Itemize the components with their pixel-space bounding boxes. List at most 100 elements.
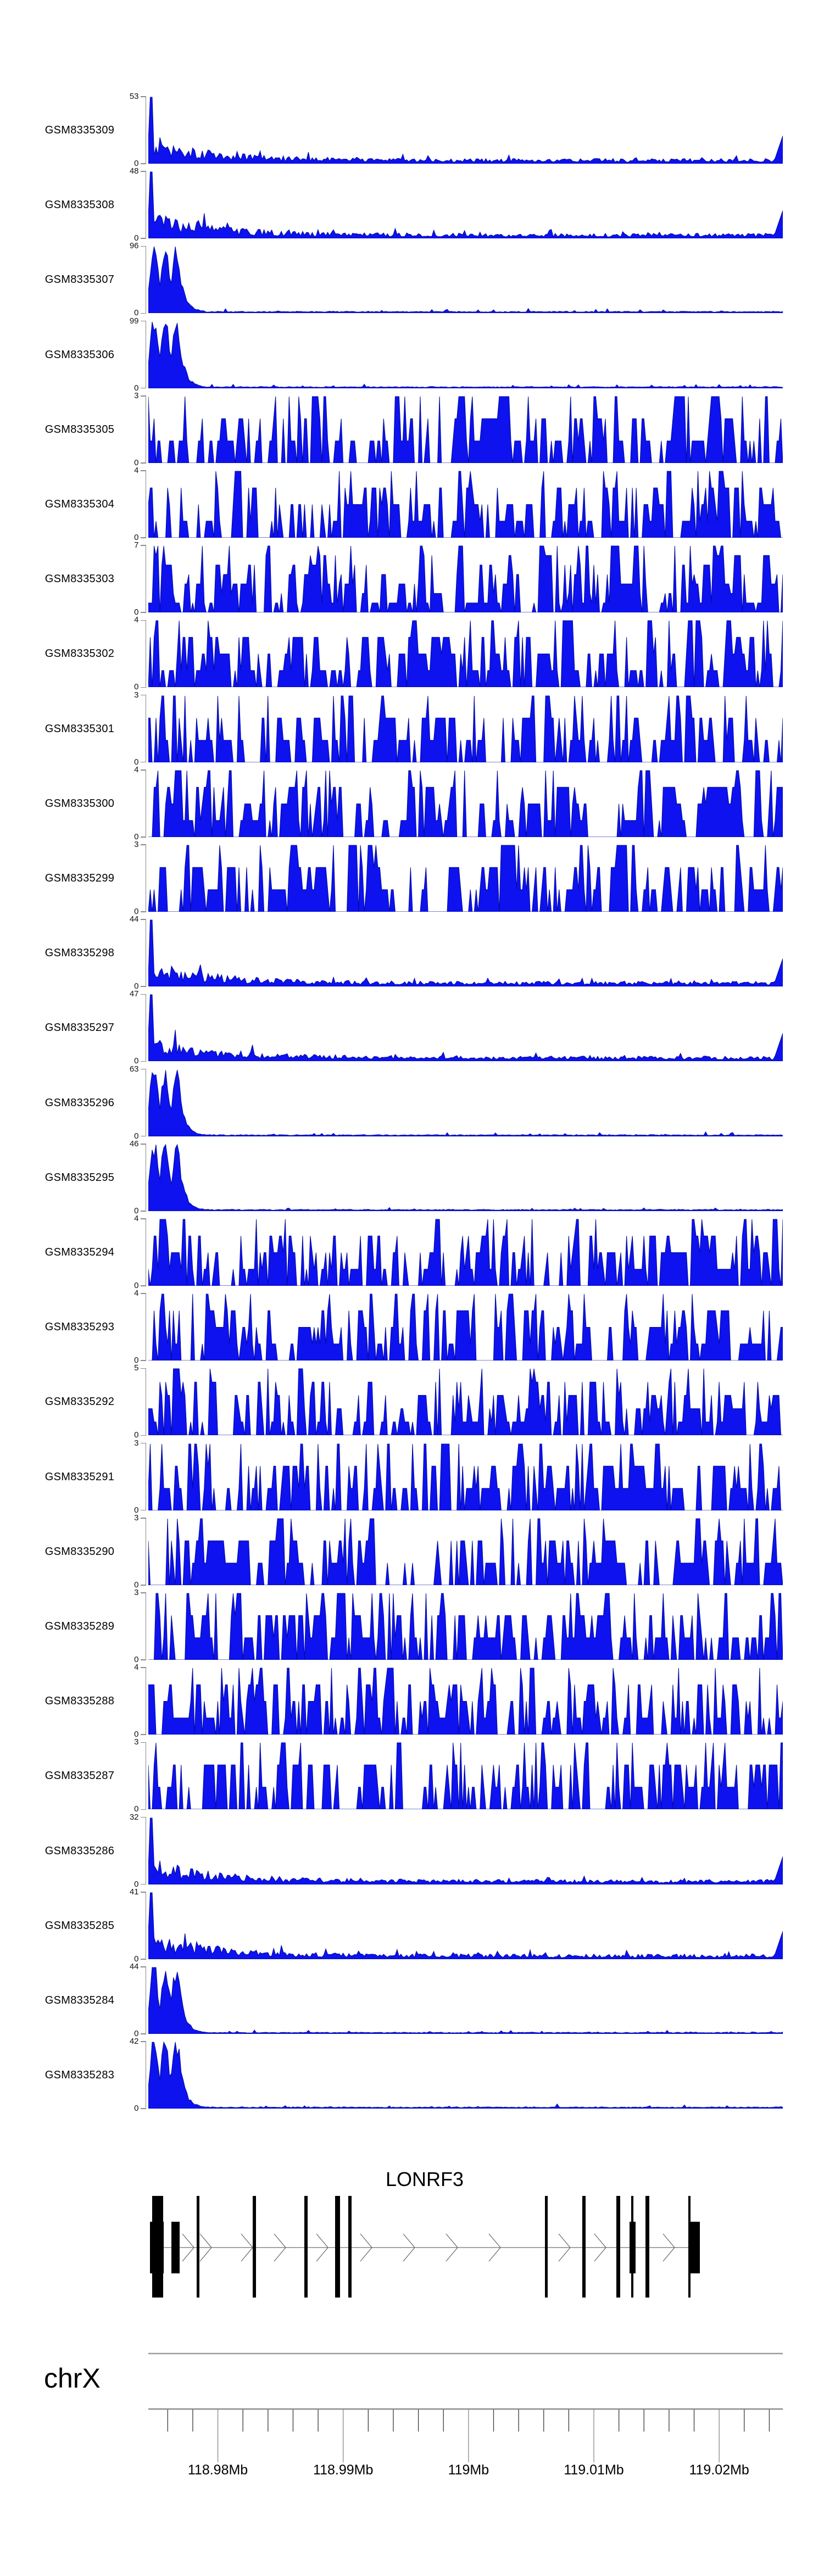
coverage-histogram	[148, 247, 783, 314]
y-axis-top-tick	[140, 844, 146, 845]
y-axis-zero-label: 0	[134, 1206, 139, 1215]
coverage-histogram	[148, 1069, 783, 1136]
y-axis-line	[145, 994, 146, 1062]
coverage-histogram	[148, 1144, 783, 1211]
y-axis-zero-label: 0	[134, 1131, 139, 1141]
y-axis-zero-label: 0	[134, 607, 139, 617]
exon-full	[197, 2196, 199, 2298]
y-axis-max-label: 96	[129, 241, 139, 251]
coverage-histogram	[148, 845, 783, 912]
y-axis-max-label: 4	[134, 1214, 139, 1223]
coverage-area	[148, 1144, 783, 1211]
y-axis-zero-label: 0	[134, 308, 139, 318]
y-axis-max-label: 4	[134, 1289, 139, 1298]
y-axis-zero-label: 0	[134, 1430, 139, 1440]
coverage-area	[148, 1593, 783, 1660]
coverage-area	[148, 2042, 783, 2109]
y-axis-top-tick	[140, 470, 146, 471]
track-label: GSM8335303	[44, 573, 115, 586]
y-axis-top-tick	[140, 1592, 146, 1593]
exon-utr	[150, 2222, 164, 2273]
coverage-area	[148, 1368, 783, 1436]
track-label: GSM8335283	[44, 2069, 115, 2082]
y-axis-max-label: 44	[129, 915, 139, 924]
y-axis-max-label: 4	[134, 1663, 139, 1672]
y-axis-zero-tick	[140, 313, 146, 314]
y-axis-line	[145, 620, 146, 688]
axis-coordinate-label: 119.01Mb	[564, 2462, 623, 2478]
y-axis-line	[145, 1668, 146, 1735]
y-axis-zero-tick	[140, 1360, 146, 1361]
coverage-area	[148, 1443, 783, 1510]
strand-arrow-icon	[316, 2233, 329, 2262]
y-axis-zero-tick	[140, 1659, 146, 1660]
coverage-area	[148, 1742, 783, 1810]
coverage-histogram	[148, 1293, 783, 1361]
y-axis-top-tick	[140, 1892, 146, 1893]
y-axis-zero-label: 0	[134, 1580, 139, 1590]
coverage-area	[148, 545, 783, 613]
y-axis-line	[145, 1892, 146, 1959]
y-axis-line	[145, 845, 146, 912]
strand-arrow-icon	[199, 2233, 212, 2262]
exon-full	[304, 2196, 308, 2298]
y-axis-zero-label: 0	[134, 233, 139, 243]
exon-full	[335, 2196, 340, 2298]
y-axis-line	[145, 919, 146, 987]
y-axis-zero-label: 0	[134, 458, 139, 467]
exon-utr	[689, 2222, 700, 2273]
y-axis-top-tick	[140, 1667, 146, 1668]
y-axis-line	[145, 1069, 146, 1136]
strand-arrow-icon	[274, 2233, 286, 2262]
strand-arrow-icon	[488, 2233, 501, 2262]
track-label: GSM8335297	[44, 1022, 115, 1034]
exon-full	[582, 2196, 586, 2298]
y-axis-max-label: 3	[134, 1588, 139, 1597]
coverage-area	[148, 1668, 783, 1735]
coverage-area	[148, 1069, 783, 1136]
y-axis-zero-label: 0	[134, 1879, 139, 1889]
y-axis-zero-tick	[140, 761, 146, 763]
y-axis-line	[145, 1742, 146, 1810]
y-axis-zero-tick	[140, 1135, 146, 1137]
axis-coordinate-label: 118.99Mb	[313, 2462, 373, 2478]
track-label: GSM8335296	[44, 1096, 115, 1109]
exon-full	[616, 2196, 620, 2298]
coverage-area	[148, 1219, 783, 1286]
coverage-area	[148, 620, 783, 688]
track-label: GSM8335308	[44, 199, 115, 211]
y-axis-line	[145, 1967, 146, 2034]
track-label: GSM8335286	[44, 1844, 115, 1857]
y-axis-top-tick	[140, 1742, 146, 1743]
track-label: GSM8335285	[44, 1919, 115, 1932]
y-axis-max-label: 47	[129, 989, 139, 999]
coverage-histogram	[148, 620, 783, 688]
y-axis-max-label: 3	[134, 1737, 139, 1747]
y-axis-line	[145, 395, 146, 463]
coverage-histogram	[148, 695, 783, 762]
y-axis-top-tick	[140, 1442, 146, 1444]
coverage-histogram	[148, 1817, 783, 1884]
y-axis-zero-label: 0	[134, 1281, 139, 1290]
y-axis-top-tick	[140, 1293, 146, 1294]
y-axis-zero-tick	[140, 1211, 146, 1212]
exon-full	[645, 2196, 649, 2298]
coverage-area	[148, 994, 783, 1062]
coverage-histogram	[148, 1518, 783, 1585]
y-axis-top-tick	[140, 994, 146, 995]
coverage-area	[148, 471, 783, 538]
y-axis-zero-tick	[140, 1809, 146, 1810]
y-axis-zero-tick	[140, 2108, 146, 2109]
y-axis-zero-tick	[140, 911, 146, 912]
coverage-histogram	[148, 321, 783, 388]
y-axis-max-label: 7	[134, 540, 139, 550]
y-axis-top-tick	[140, 171, 146, 172]
y-axis-line	[145, 471, 146, 538]
y-axis-zero-tick	[140, 837, 146, 838]
coverage-histogram	[148, 1967, 783, 2034]
y-axis-top-tick	[140, 1068, 146, 1070]
y-axis-zero-label: 0	[134, 1804, 139, 1814]
coverage-histogram	[148, 471, 783, 538]
coverage-histogram	[148, 1443, 783, 1510]
y-axis-top-tick	[140, 545, 146, 546]
